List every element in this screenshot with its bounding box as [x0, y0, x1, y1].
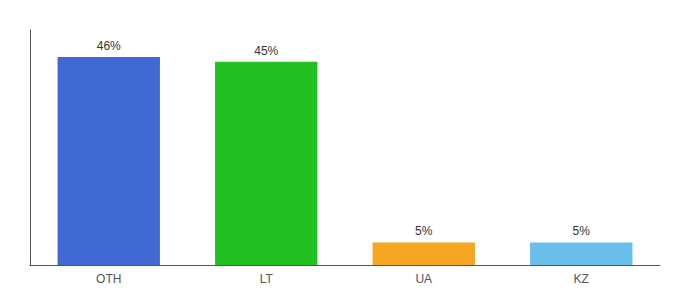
svg-text:5%: 5%	[573, 224, 591, 238]
svg-text:LT: LT	[260, 272, 274, 286]
svg-text:KZ: KZ	[574, 272, 589, 286]
svg-text:5%: 5%	[415, 224, 433, 238]
svg-text:UA: UA	[415, 272, 432, 286]
svg-text:46%: 46%	[97, 39, 121, 53]
svg-text:45%: 45%	[254, 44, 278, 58]
svg-text:OTH: OTH	[96, 272, 121, 286]
